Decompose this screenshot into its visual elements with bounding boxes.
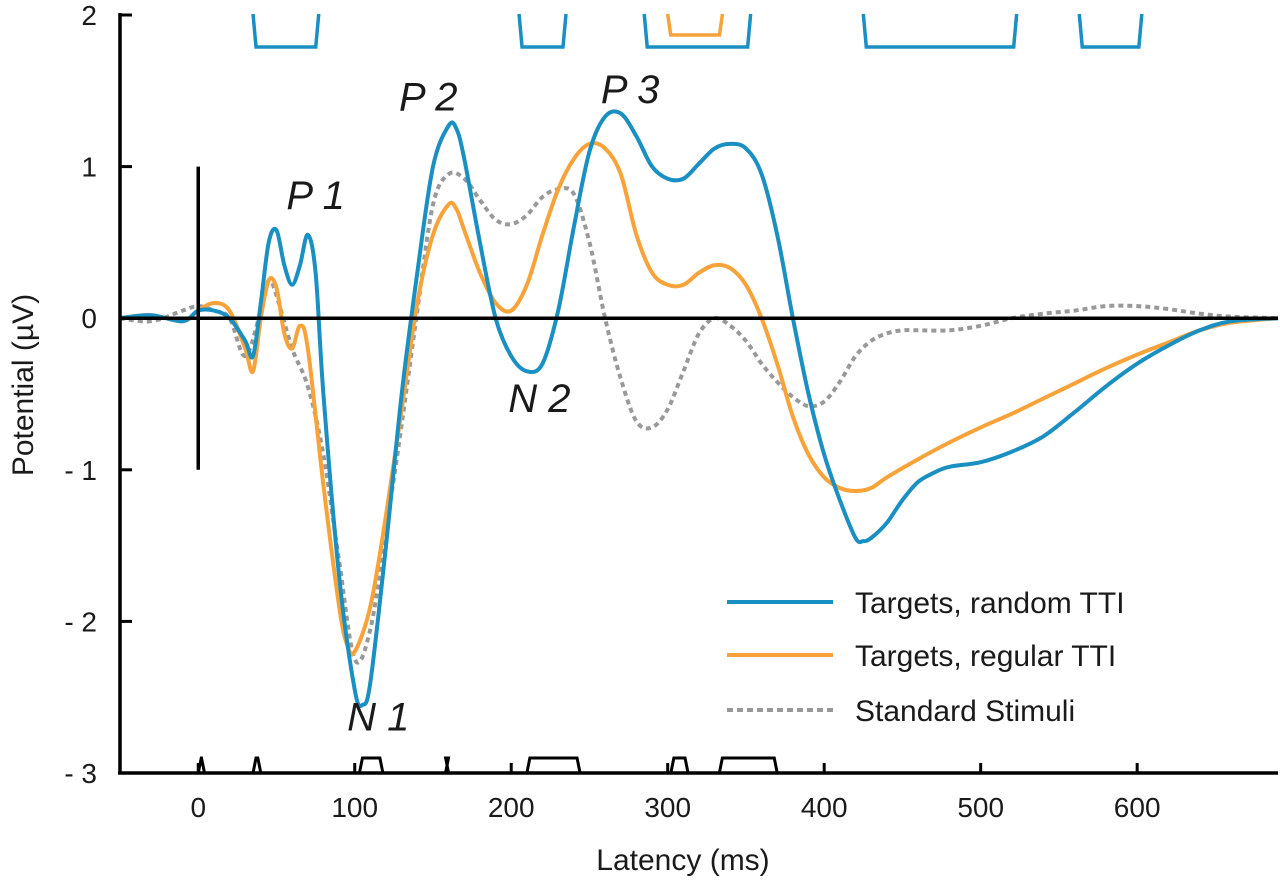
series-line-2 xyxy=(119,170,1279,665)
series-line-1 xyxy=(119,141,1279,657)
legend: Targets, random TTI Targets, regular TTI S… xyxy=(727,587,1125,728)
x-tick-label-4: 400 xyxy=(801,792,848,823)
significance-bar-1-0 xyxy=(665,13,725,37)
significance-bar-2-5 xyxy=(669,756,690,774)
significance-bar-0-2 xyxy=(642,13,753,49)
significance-bar-2-2 xyxy=(357,756,385,774)
peak-label-3: N 2 xyxy=(508,377,570,421)
peak-label-2: P 3 xyxy=(601,68,660,112)
x-tick-label-2: 200 xyxy=(488,792,535,823)
significance-bar-0-4 xyxy=(1077,13,1144,49)
peak-label-1: P 2 xyxy=(399,76,458,120)
peak-label-0: P 1 xyxy=(286,174,345,218)
significance-bars xyxy=(196,13,1144,774)
significance-bar-2-6 xyxy=(717,756,779,774)
y-tick-label-4: - 2 xyxy=(64,606,97,637)
significance-bar-2-4 xyxy=(525,756,582,774)
axes: 2 1 0 - 1 - 2 - 3 0 100 200 300 400 500 600 Latency (… xyxy=(7,0,1278,877)
y-axis-title: Potential (µV) xyxy=(7,294,40,476)
peak-label-4: N 1 xyxy=(347,696,409,740)
x-tick-label-6: 600 xyxy=(1114,792,1161,823)
significance-bar-2-1 xyxy=(251,756,263,774)
y-tick-label-5: - 3 xyxy=(64,758,97,789)
x-tick-label-0: 0 xyxy=(190,792,206,823)
significance-bar-0-3 xyxy=(861,13,1019,49)
y-tick-label-3: - 1 xyxy=(64,455,97,486)
x-tick-label-1: 100 xyxy=(331,792,378,823)
significance-bar-2-3 xyxy=(443,756,451,774)
legend-label-0: Targets, random TTI xyxy=(855,587,1125,620)
x-tick-label-3: 300 xyxy=(644,792,691,823)
x-tick-label-5: 500 xyxy=(957,792,1004,823)
series-lines xyxy=(119,109,1279,709)
significance-bar-0-0 xyxy=(251,13,321,49)
y-tick-label-0: 2 xyxy=(81,0,97,31)
x-axis-title: Latency (ms) xyxy=(596,844,769,877)
legend-label-2: Standard Stimuli xyxy=(855,695,1075,728)
y-tick-label-1: 1 xyxy=(81,152,97,183)
legend-label-1: Targets, regular TTI xyxy=(855,640,1116,673)
peak-labels: P 1 P 2 P 3 N 2 N 1 xyxy=(286,68,659,740)
y-tick-label-2: 0 xyxy=(81,303,97,334)
significance-bar-0-1 xyxy=(517,13,568,49)
series-line-0 xyxy=(119,109,1279,709)
